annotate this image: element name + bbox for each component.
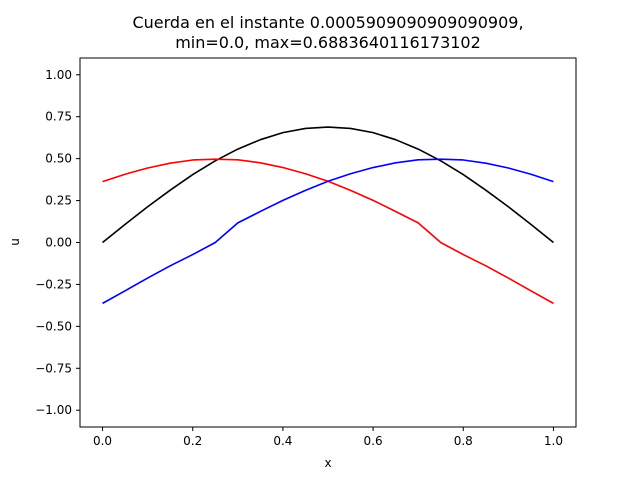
y-tick-label-3: −0.25 <box>35 277 72 291</box>
y-tick-label-8: 1.00 <box>45 68 72 82</box>
y-axis-label: u <box>8 238 22 246</box>
plot-area <box>102 126 554 305</box>
y-tick-label-2: −0.50 <box>35 319 72 333</box>
x-tick-label-1: 0.2 <box>183 434 202 448</box>
x-tick-label-2: 0.4 <box>273 434 292 448</box>
plot-frame <box>79 57 577 428</box>
chart-subtitle: min=0.0, max=0.6883640116173102 <box>175 33 481 52</box>
y-tick-label-1: −0.75 <box>35 361 72 375</box>
x-tick-label-0: 0.0 <box>93 434 112 448</box>
x-axis-label: x <box>324 456 331 470</box>
series-line-2 <box>102 158 554 305</box>
y-tick-label-4: 0.00 <box>45 236 72 250</box>
chart-title: Cuerda en el instante 0.0005909090909090… <box>132 13 523 32</box>
y-tick-label-5: 0.25 <box>45 194 72 208</box>
axes: 0.0 0.2 0.4 0.6 0.8 1.0 −1.00 −0.75 −0.50 −0.25 0.… <box>35 68 563 448</box>
x-tick-label-4: 0.8 <box>454 434 473 448</box>
y-tick-label-0: −1.00 <box>35 403 72 417</box>
x-tick-label-3: 0.6 <box>364 434 383 448</box>
x-tick-label-5: 1.0 <box>544 434 563 448</box>
y-tick-label-7: 0.75 <box>45 110 72 124</box>
y-tick-label-6: 0.50 <box>45 152 72 166</box>
series-line-0 <box>102 126 554 244</box>
